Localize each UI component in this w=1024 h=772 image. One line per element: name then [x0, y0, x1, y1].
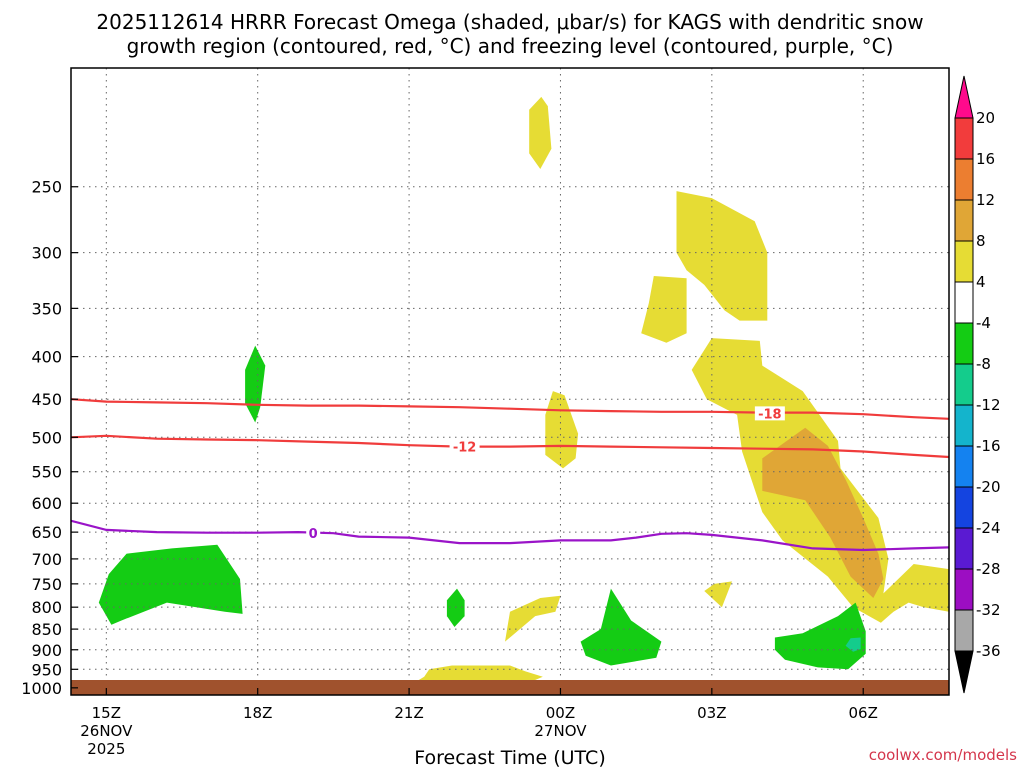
colorbar-bin: [954, 486, 974, 529]
colorbar-tick-label: 12: [976, 191, 995, 209]
omega-region: [529, 96, 552, 169]
ground-surface-bar: [71, 680, 949, 695]
chart-title-line-2: growth region (contoured, red, °C) and f…: [127, 34, 894, 58]
colorbar-tick-label: 8: [976, 232, 986, 250]
isotherm-0C-label: 0: [309, 527, 318, 542]
isotherm-0C-line: [71, 519, 949, 552]
colorbar-bin: [954, 363, 974, 406]
omega-region: [641, 276, 687, 343]
colorbar-tick-label: -4: [976, 314, 991, 332]
colorbar-bin: [954, 117, 974, 160]
x-tick-date-label: 27NOV: [534, 722, 587, 740]
colorbar-bin: [954, 322, 974, 365]
x-tick-label: 03Z: [697, 704, 726, 722]
colorbar-tick-label: 16: [976, 150, 995, 168]
colorbar-bin: [954, 527, 974, 570]
colorbar-tick-label: -36: [976, 642, 1001, 660]
isotherm--18C-label-bg: [754, 406, 785, 421]
colorbar-tick-label: -28: [976, 560, 1001, 578]
colorbar-tick-label: -8: [976, 355, 991, 373]
omega-region: [845, 637, 861, 652]
plot-frame: [70, 67, 950, 696]
colorbar-tick-label: -20: [976, 478, 1001, 496]
y-tick-label: 650: [31, 523, 62, 542]
colorbar-tick-label: -12: [976, 396, 1001, 414]
x-axis-label: Forecast Time (UTC): [414, 747, 605, 768]
omega-region: [98, 544, 243, 625]
y-tick-label: 700: [31, 550, 62, 569]
y-tick-label: 1000: [21, 679, 62, 698]
omega-region: [774, 602, 866, 670]
colorbar-tick-label: 4: [976, 273, 986, 291]
y-tick-label: 250: [31, 178, 62, 197]
isotherm--12C-line: [71, 434, 949, 459]
colorbar-bin: [954, 240, 974, 283]
omega-region: [245, 345, 266, 423]
colorbar-bin: [954, 568, 974, 611]
y-tick-label: 300: [31, 244, 62, 263]
x-tick-label: 18Z: [243, 704, 272, 722]
omega-region: [704, 581, 732, 608]
x-tick-label: 15Z: [92, 704, 121, 722]
colorbar: 20 16 12 8 4 -4 -8 -12 -16 -20 -24 -28 -32 -36: [954, 75, 1001, 694]
y-tick-label: 800: [31, 598, 62, 617]
colorbar-tick-label: -32: [976, 601, 1001, 619]
colorbar-bin: [954, 158, 974, 201]
isotherm--18C-line: [71, 398, 949, 420]
y-tick-label: 900: [31, 641, 62, 660]
omega-region: [762, 427, 884, 598]
chart-title-line-1: 2025112614 HRRR Forecast Omega (shaded, …: [96, 10, 923, 34]
colorbar-bottom-triangle: [954, 650, 974, 694]
isotherm--12C-label-bg: [449, 439, 480, 454]
colorbar-bin: [954, 281, 974, 324]
omega-region: [580, 588, 662, 666]
isotherm-0C-label-bg: [306, 526, 321, 541]
y-axis: 250 300 350 400 450 500 550 600 650 700 750 800 850 9…: [21, 178, 78, 698]
x-tick-year-label: 2025: [87, 740, 125, 758]
omega-region: [505, 595, 561, 642]
y-tick-label: 350: [31, 299, 62, 318]
grid-layer: [71, 68, 949, 695]
y-tick-label: 550: [31, 463, 62, 482]
x-tick-label: 21Z: [394, 704, 423, 722]
isotherm--18C-label: -18: [758, 407, 782, 422]
omega-region: [446, 588, 465, 627]
y-tick-label: 500: [31, 428, 62, 447]
colorbar-bin: [954, 199, 974, 242]
y-tick-label: 850: [31, 620, 62, 639]
y-tick-label: 950: [31, 660, 62, 679]
isotherm--12C-label: -12: [453, 441, 477, 456]
y-tick-label: 400: [31, 348, 62, 367]
plot-area: -18 -12 0: [70, 67, 950, 696]
y-tick-label: 450: [31, 390, 62, 409]
y-tick-label: 600: [31, 494, 62, 513]
x-tick-date-label: 26NOV: [80, 722, 133, 740]
colorbar-tick-label: 20: [976, 109, 995, 127]
x-tick-label: 06Z: [849, 704, 878, 722]
colorbar-bin: [954, 609, 974, 652]
colorbar-tick-label: -16: [976, 437, 1001, 455]
x-tick-label: 00Z: [546, 704, 575, 722]
y-tick-label: 750: [31, 575, 62, 594]
colorbar-bin: [954, 445, 974, 488]
credit-text: coolwx.com/models: [869, 746, 1017, 764]
colorbar-tick-label: -24: [976, 519, 1001, 537]
omega-region: [676, 191, 768, 321]
colorbar-bin: [954, 404, 974, 447]
contour-layer: -18 -12 0: [71, 398, 949, 552]
